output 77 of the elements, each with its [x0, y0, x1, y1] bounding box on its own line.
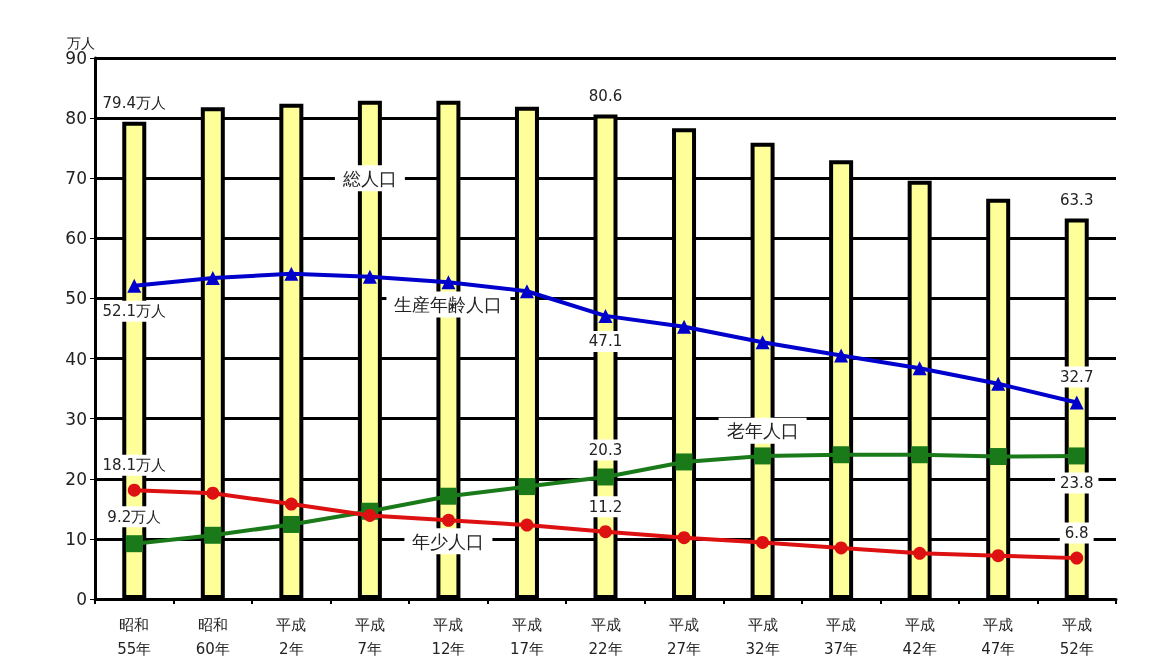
- point: [756, 536, 770, 549]
- point: [206, 486, 220, 500]
- point: [127, 483, 141, 497]
- data-label: 9.2万人: [107, 507, 162, 526]
- series-label: 老年人口: [726, 420, 799, 442]
- point: [675, 453, 693, 471]
- y-tick-label: 80: [65, 108, 87, 129]
- data-label: 80.6: [588, 87, 623, 105]
- y-tick-label: 30: [65, 408, 87, 429]
- y-tick-label: 50: [65, 288, 87, 309]
- x-tick-label: 平成32年: [745, 616, 780, 658]
- data-label: 79.4万人: [102, 94, 166, 113]
- x-tick-label: 平成37年: [824, 616, 859, 658]
- point: [755, 335, 770, 350]
- series-label: 総人口: [341, 167, 397, 189]
- point: [598, 308, 613, 323]
- point: [284, 497, 298, 511]
- data-label: 32.7: [1060, 367, 1094, 386]
- point: [204, 526, 222, 544]
- point: [441, 275, 456, 290]
- point: [1068, 447, 1086, 465]
- point: [599, 525, 612, 539]
- y-tick-label: 40: [65, 348, 87, 369]
- point: [520, 518, 534, 532]
- data-label: 6.8: [1064, 524, 1089, 543]
- point: [284, 266, 299, 281]
- x-tick-label: 昭和55年: [117, 616, 152, 658]
- point: [989, 448, 1007, 466]
- point: [991, 376, 1006, 391]
- point: [597, 468, 614, 486]
- x-tick-label: 平成22年: [588, 616, 623, 658]
- point: [1069, 395, 1084, 410]
- point: [677, 319, 692, 334]
- x-tick-label: 平成47年: [981, 616, 1016, 658]
- point: [282, 515, 300, 533]
- y-tick-label: 0: [76, 589, 87, 609]
- point: [754, 447, 772, 465]
- series-label: 年少人口: [412, 530, 485, 552]
- data-label: 47.1: [588, 332, 623, 351]
- data-label: 20.3: [588, 440, 623, 459]
- point: [441, 513, 455, 527]
- x-tick-label: 平成2年: [276, 616, 307, 658]
- data-label: 52.1万人: [102, 302, 166, 321]
- point: [913, 546, 927, 560]
- data-label: 63.3: [1060, 191, 1094, 209]
- y-tick-label: 20: [65, 468, 87, 489]
- data-label: 23.8: [1060, 473, 1094, 492]
- y-tick-label: 60: [65, 228, 87, 249]
- y-axis-title: 万人: [67, 34, 95, 51]
- y-tick-label: 10: [65, 528, 87, 549]
- point: [125, 535, 143, 553]
- x-tick-label: 平成12年: [431, 616, 466, 658]
- point: [363, 508, 377, 522]
- point: [127, 278, 142, 293]
- point: [1070, 551, 1084, 565]
- point: [834, 348, 849, 363]
- x-tick-label: 平成52年: [1059, 616, 1094, 658]
- series-label: 生産年齢人口: [394, 293, 503, 315]
- point: [518, 478, 536, 496]
- x-tick-label: 昭和60年: [195, 616, 230, 658]
- data-label: 11.2: [588, 497, 623, 516]
- data-label: 18.1万人: [102, 456, 166, 475]
- point: [205, 271, 220, 286]
- point: [362, 269, 377, 284]
- point: [834, 541, 848, 555]
- x-tick-label: 平成42年: [902, 616, 937, 658]
- point: [519, 284, 534, 299]
- y-tick-label: 70: [65, 168, 87, 189]
- point: [439, 487, 457, 505]
- x-tick-label: 平成17年: [509, 616, 545, 658]
- point: [991, 549, 1005, 563]
- point: [832, 446, 850, 464]
- point: [912, 361, 927, 376]
- point: [911, 446, 929, 464]
- x-tick-label: 平成7年: [354, 616, 385, 658]
- x-tick-label: 平成27年: [666, 616, 702, 658]
- point: [677, 531, 691, 545]
